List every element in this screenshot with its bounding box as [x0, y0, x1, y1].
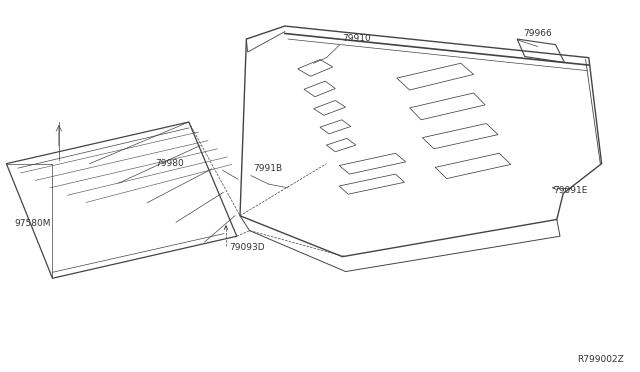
- Text: 79966: 79966: [524, 29, 552, 38]
- Text: 79910: 79910: [342, 34, 371, 43]
- Text: 79091E: 79091E: [554, 186, 588, 195]
- Text: 79980: 79980: [156, 159, 184, 168]
- Text: 97580M: 97580M: [14, 219, 51, 228]
- Text: 7991B: 7991B: [253, 164, 282, 173]
- Text: 79093D: 79093D: [229, 243, 265, 251]
- Text: R799002Z: R799002Z: [577, 355, 624, 364]
